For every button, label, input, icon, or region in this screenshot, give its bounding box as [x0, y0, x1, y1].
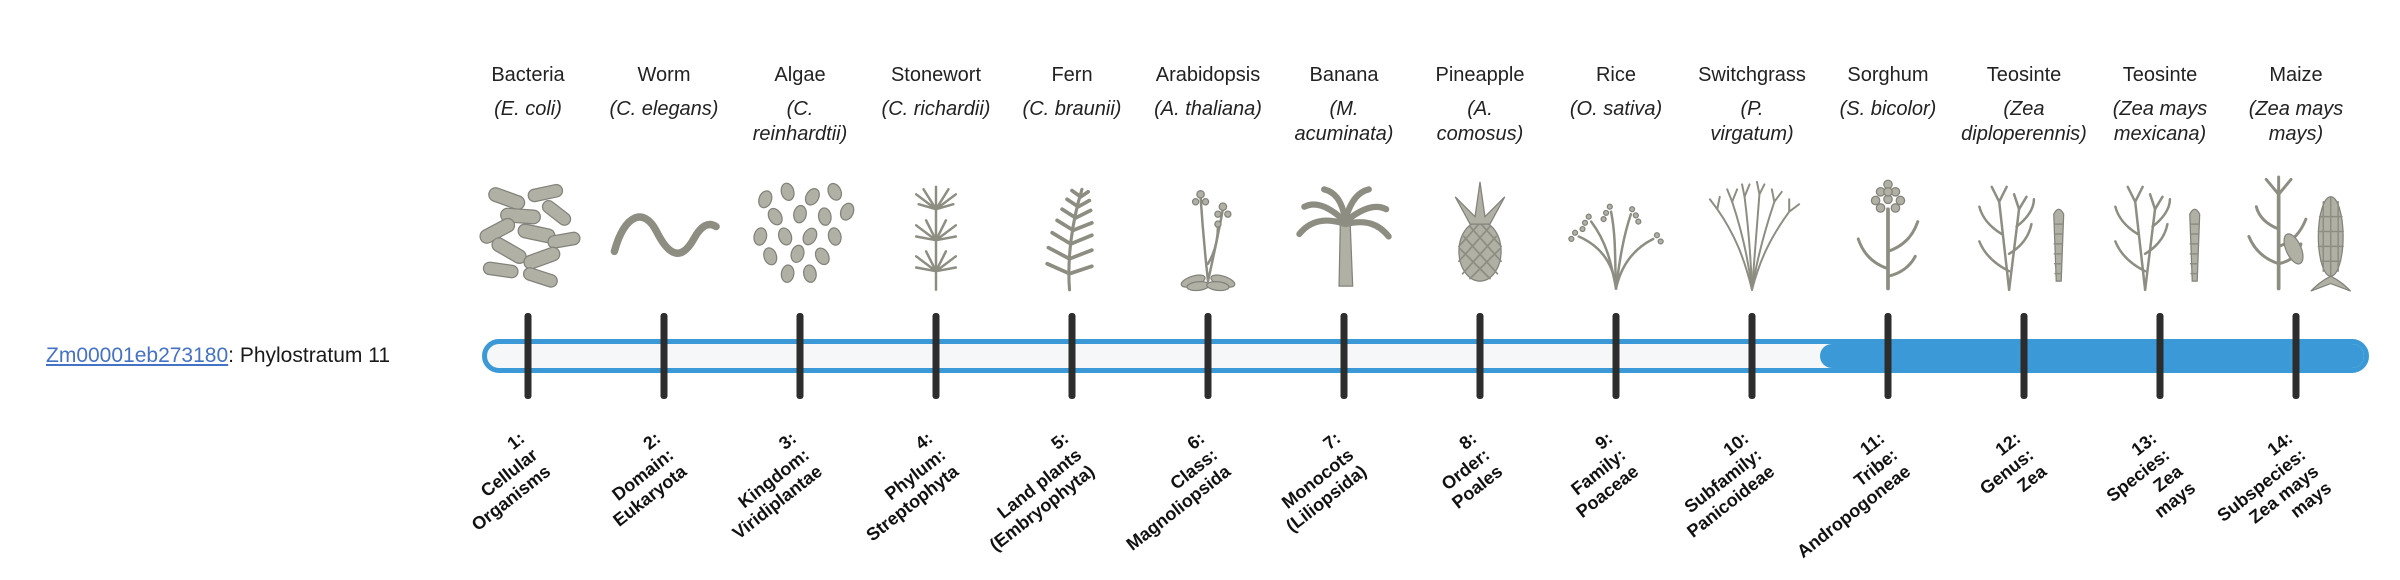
gene-phylostratum-text: : Phylostratum 11	[228, 344, 391, 367]
stratum-label-text: 8: Order: Poales	[1437, 428, 1507, 513]
stratum-tick	[660, 313, 668, 399]
switchgrass-icon	[1690, 172, 1814, 296]
banana-icon	[1282, 172, 1406, 296]
stratum-tick	[1612, 313, 1620, 399]
rice-icon	[1554, 172, 1678, 296]
stratum-tick	[1476, 313, 1484, 399]
gene-label: Zm00001eb273180: Phylostratum 11	[46, 343, 390, 369]
worm-icon	[602, 172, 726, 296]
taxon-scientific-name: (C. elegans)	[609, 98, 719, 120]
stratum-tick	[1068, 313, 1076, 399]
stratum-tick	[1204, 313, 1212, 399]
taxon-common-name: Worm	[637, 64, 691, 86]
stratum-label-text: 10: Subfamily: Panicoideae	[1680, 428, 1779, 542]
stratum-tick	[2020, 313, 2028, 399]
taxon-scientific-name: (O. sativa)	[1569, 98, 1663, 120]
teosinte-icon	[2098, 172, 2222, 296]
taxon-common-name: Teosinte	[1986, 64, 2062, 86]
taxon-common-name: Switchgrass	[1698, 64, 1806, 86]
fern-icon	[1010, 172, 1134, 296]
maize-icon	[2234, 172, 2358, 296]
taxon-common-name: Teosinte	[2122, 64, 2198, 86]
taxon-scientific-name: (M. acuminata)	[1294, 98, 1394, 145]
taxon-common-name: Sorghum	[1847, 64, 1929, 86]
stratum-label-text: 6: Class: Magnoliopsida	[1122, 428, 1235, 555]
stratum-tick	[932, 313, 940, 399]
sorghum-icon	[1826, 172, 1950, 296]
stratum-tick	[1884, 313, 1892, 399]
taxon-scientific-name: (Zea mays mexicana)	[2112, 98, 2208, 145]
stratum-tick	[2156, 313, 2164, 399]
stratum-label-text: 3: Kingdom: Viridiplantae	[728, 428, 827, 544]
stratum-label-text: 5: Land plants (Embryophyta)	[985, 428, 1099, 556]
taxon-scientific-name: (C. braunii)	[1022, 98, 1122, 120]
stratum-label-text: 12: Genus: Zea	[1976, 428, 2051, 499]
stratum-label-text: 14: Subspecies: Zea mays mays	[2213, 428, 2336, 528]
stratum-label-text: 2: Domain: Eukaryota	[608, 428, 691, 531]
taxon-scientific-name: (C. reinhardtii)	[752, 98, 848, 145]
algae-icon	[738, 172, 862, 296]
stratum-tick	[2292, 313, 2300, 399]
bacteria-icon	[466, 172, 590, 296]
phylostratum-bar-fill	[1820, 344, 2364, 368]
stratum-label-text: 13: Species: Zea mays	[2102, 428, 2200, 522]
stratum-label-text: 1: Cellular Organisms	[467, 428, 555, 535]
taxon-scientific-name: (E. coli)	[494, 98, 562, 120]
taxon-common-name: Fern	[1051, 64, 1093, 86]
stonewort-icon	[874, 172, 998, 296]
taxon-scientific-name: (Zea diploperennis)	[1961, 98, 2087, 145]
taxon-common-name: Maize	[2269, 64, 2323, 86]
taxon-common-name: Algae	[774, 64, 826, 86]
arabidopsis-icon	[1146, 172, 1270, 296]
taxon-common-name: Banana	[1309, 64, 1379, 86]
stratum-tick	[1748, 313, 1756, 399]
stratum-tick	[524, 313, 532, 399]
taxon-scientific-name: (A. comosus)	[1436, 98, 1524, 145]
stratum-label-text: 9: Family: Poaceae	[1567, 428, 1643, 522]
taxon-common-name: Bacteria	[491, 64, 565, 86]
stratum-label-text: 11: Tribe: Andropogoneae	[1793, 428, 1915, 562]
stratum-tick	[796, 313, 804, 399]
taxon-common-name: Rice	[1595, 64, 1637, 86]
stratum-label-text: 4: Phylum: Streptophyta	[862, 428, 963, 546]
taxon-scientific-name: (Zea mays mays)	[2248, 98, 2344, 145]
taxon-scientific-name: (S. bicolor)	[1839, 98, 1937, 120]
phylostratum-bar-track	[482, 339, 2369, 373]
stratum-label-text: 7: Monocots (Liliopsida)	[1277, 428, 1371, 536]
stratum-tick	[1340, 313, 1348, 399]
taxon-common-name: Pineapple	[1435, 64, 1525, 86]
gene-id-link[interactable]: Zm00001eb273180	[46, 344, 229, 367]
pineapple-icon	[1418, 172, 1542, 296]
taxon-common-name: Stonewort	[890, 64, 982, 86]
taxon-scientific-name: (C. richardii)	[881, 98, 991, 120]
taxon-scientific-name: (P. virgatum)	[1710, 98, 1794, 145]
taxon-scientific-name: (A. thaliana)	[1154, 98, 1262, 120]
taxon-common-name: Arabidopsis	[1155, 64, 1261, 86]
teosinte-icon	[1962, 172, 2086, 296]
